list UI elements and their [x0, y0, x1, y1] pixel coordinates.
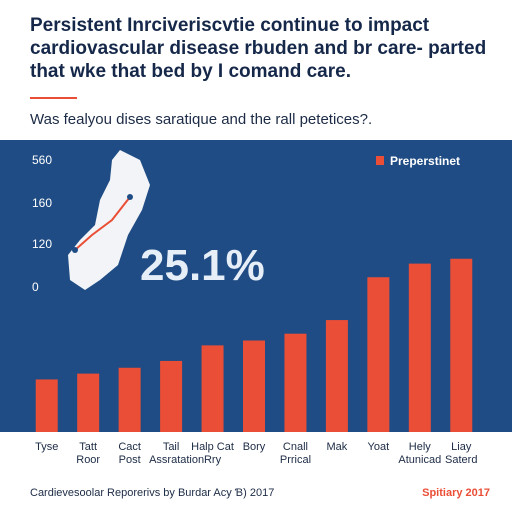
x-tick-label: Cact Post [118, 441, 141, 466]
bar [243, 340, 265, 432]
bar [450, 258, 473, 432]
title-rule [30, 97, 77, 99]
map-shape [68, 150, 150, 290]
map-route [74, 196, 131, 251]
axis-label: 160 [32, 196, 52, 210]
x-tick-label: Liay Saterd [445, 441, 478, 466]
subtitle: Was fealyou dises saratique and the rall… [30, 111, 373, 128]
axis-label: 0 [32, 280, 39, 294]
axis-label: 560 [32, 153, 52, 167]
bar [284, 333, 307, 432]
bar [201, 345, 224, 432]
x-tick-label: Bory [242, 441, 266, 453]
x-tick-label: Hely Atunicad [398, 441, 442, 466]
x-tick-label: Tail Assratation [149, 441, 205, 466]
x-tick-label: Cnall Prrical [279, 441, 312, 466]
x-tick-label: Halp Cat Rry [191, 441, 234, 466]
bar [160, 360, 183, 432]
x-tick-label: Yoat [367, 441, 390, 453]
legend-swatch [376, 156, 384, 165]
x-tick-label: Mak [326, 441, 348, 453]
bar [35, 379, 58, 432]
footer-source: Cardievesoolar Reporerivs by Burdar Acy … [30, 487, 275, 499]
chart: 25.1% 560 160 120 0 Preperstinet [0, 140, 512, 432]
map-dot [127, 194, 133, 200]
legend-label: Preperstinet [390, 154, 460, 168]
bar [118, 367, 141, 432]
bar [77, 373, 100, 432]
bar [325, 320, 348, 432]
bar [367, 277, 390, 432]
x-tick-label: Tatt Roor [76, 441, 101, 466]
title: Persistent Inrciveriscvtie continue to i… [30, 15, 487, 82]
footer-date: Spitiary 2017 [422, 487, 490, 499]
map-dot [72, 247, 78, 253]
axis-label: 120 [32, 237, 52, 251]
highlight-value: 25.1% [140, 241, 265, 290]
bar [408, 263, 431, 432]
x-tick-label: Tyse [35, 441, 59, 453]
